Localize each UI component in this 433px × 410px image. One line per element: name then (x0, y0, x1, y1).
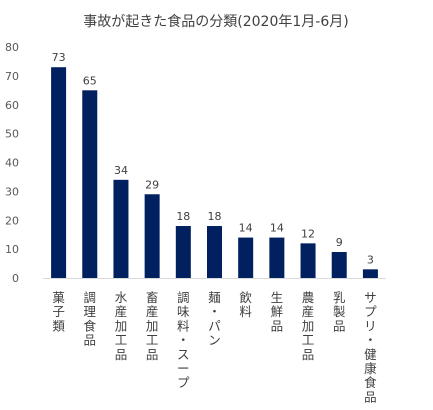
bar (300, 243, 316, 278)
bar (238, 237, 254, 278)
data-label: 65 (83, 74, 97, 87)
chart-title: 事故が起きた食品の分類(2020年1月-6月) (83, 13, 348, 30)
bar (331, 252, 347, 278)
y-tick-label: 10 (5, 243, 19, 256)
bar (51, 67, 67, 279)
y-tick-label: 0 (12, 272, 19, 285)
category-label: 調理食品 (84, 290, 97, 348)
y-tick-label: 80 (5, 41, 19, 54)
y-axis-ticks: 0 10 20 30 40 50 60 70 80 (5, 41, 19, 285)
data-labels: 73 65 34 29 18 18 14 14 12 9 3 (52, 51, 374, 266)
data-label: 12 (301, 227, 315, 240)
y-tick-label: 70 (5, 70, 19, 83)
category-label: 畜産加工品 (146, 290, 159, 362)
data-label: 34 (114, 164, 128, 177)
data-label: 73 (52, 51, 66, 64)
bars (51, 67, 378, 279)
category-label: 菓子類 (52, 290, 65, 333)
y-tick-label: 40 (5, 157, 19, 170)
category-label: 麺・パン (208, 290, 221, 348)
bar (207, 226, 222, 278)
category-label: 水産加工品 (115, 290, 128, 362)
y-tick-label: 20 (5, 214, 19, 227)
data-label: 14 (270, 222, 284, 235)
data-label: 29 (145, 178, 159, 191)
category-label: サプリ・健康食品 (364, 290, 377, 404)
data-label: 3 (367, 253, 374, 266)
bar (269, 237, 285, 278)
category-labels: 菓子類 調理食品 水産加工品 畜産加工品 調味料・スープ 麺・パン 飲料 生鮮品 農産加工品 乳製… (52, 290, 377, 404)
y-tick-label: 30 (5, 185, 19, 198)
bar (113, 179, 129, 278)
data-label: 14 (239, 222, 253, 235)
bar (82, 90, 98, 278)
y-tick-label: 50 (5, 128, 19, 141)
bar (362, 269, 378, 278)
category-label: 農産加工品 (302, 290, 315, 362)
bar (175, 226, 191, 278)
category-label: 調味料・スープ (177, 290, 190, 390)
category-label: 乳製品 (333, 290, 346, 333)
data-label: 9 (336, 236, 343, 249)
data-label: 18 (208, 210, 222, 223)
bar (144, 194, 160, 278)
data-label: 18 (176, 210, 190, 223)
category-label: 生鮮品 (271, 290, 284, 333)
y-tick-label: 60 (5, 99, 19, 112)
category-label: 飲料 (239, 290, 252, 319)
